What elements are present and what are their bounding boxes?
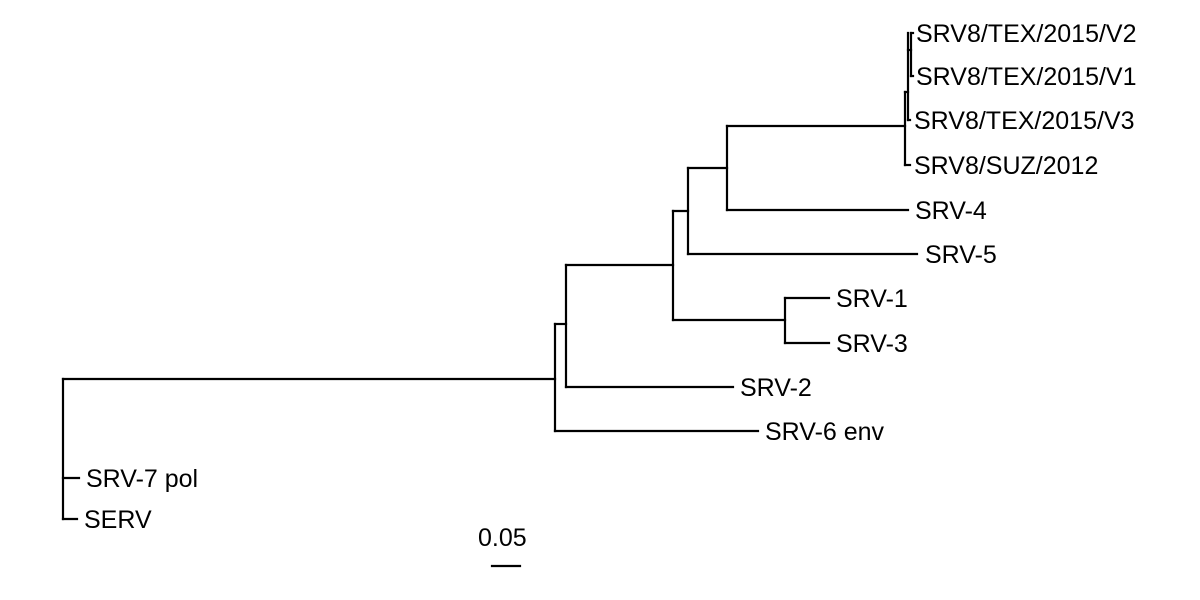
taxon-label-srv2: SRV-2 [740, 374, 812, 402]
taxon-label-srv4: SRV-4 [915, 197, 987, 225]
taxon-label-serv: SERV [84, 506, 152, 534]
taxon-labels: SRV8/TEX/2015/V2 SRV8/TEX/2015/V1 SRV8/T… [84, 20, 1137, 534]
taxon-label-srv1: SRV-1 [836, 285, 908, 313]
tree-branches [61, 31, 919, 521]
scale-bar: 0.05 [478, 524, 527, 568]
taxon-label-srv6: SRV-6 env [765, 418, 885, 446]
taxon-label-srv5: SRV-5 [925, 241, 997, 269]
taxon-label-srv7: SRV-7 pol [86, 465, 198, 493]
taxon-label-srv3: SRV-3 [836, 330, 908, 358]
taxon-label-v1: SRV8/TEX/2015/V1 [916, 63, 1137, 91]
scale-bar-label: 0.05 [478, 524, 527, 552]
taxon-label-v2: SRV8/TEX/2015/V2 [916, 20, 1137, 48]
taxon-label-v3: SRV8/TEX/2015/V3 [914, 107, 1135, 135]
taxon-label-suz: SRV8/SUZ/2012 [914, 152, 1098, 180]
